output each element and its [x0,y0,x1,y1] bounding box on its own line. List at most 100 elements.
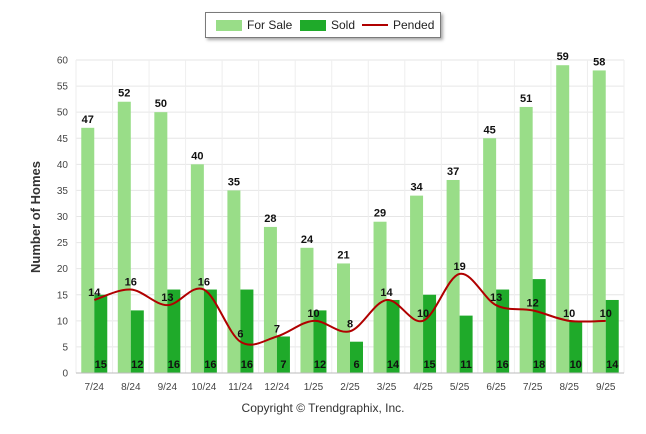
sold-swatch [300,19,326,31]
legend-label-for-sale: For Sale [247,18,293,32]
pended-value-label: 10 [417,308,429,320]
for-sale-bar [592,70,606,373]
sold-bar [167,289,181,373]
legend-label-pended: Pended [393,18,435,32]
x-tick-label: 2/25 [340,382,360,393]
sold-bar [532,279,546,373]
legend-item-sold[interactable]: Sold [300,13,355,37]
for-sale-value-label: 51 [520,93,532,105]
y-tick-label: 5 [62,342,68,353]
sold-value-label: 18 [533,359,545,371]
sold-bar [313,310,327,373]
y-tick-label: 45 [57,134,69,145]
sold-bar [94,294,108,373]
sold-value-label: 15 [423,359,435,371]
sold-value-label: 10 [570,359,582,371]
copyright-footer: Copyright © Trendgraphix, Inc. [241,401,405,415]
for-sale-bar [190,164,204,373]
y-tick-label: 25 [57,238,69,249]
x-tick-label: 8/25 [559,382,579,393]
y-tick-label: 20 [57,264,69,275]
pended-value-label: 6 [237,329,243,341]
pended-value-label: 10 [563,308,575,320]
pended-line-swatch [362,24,388,26]
x-tick-label: 3/25 [377,382,397,393]
sold-bar [496,289,510,373]
pended-value-label: 12 [527,297,539,309]
sold-bar [423,294,437,373]
y-tick-label: 30 [57,212,69,223]
y-tick-label: 50 [57,108,69,119]
sold-bar [459,315,473,373]
sold-value-label: 16 [497,359,509,371]
pended-value-label: 13 [161,292,173,304]
bars [81,65,619,374]
x-tick-label: 9/25 [596,382,616,393]
for-sale-bar [300,247,314,373]
sold-bar [240,289,254,373]
for-sale-value-label: 28 [264,213,276,225]
for-sale-value-label: 52 [118,88,130,100]
for-sale-value-label: 40 [191,150,203,162]
pended-value-label: 10 [307,308,319,320]
data-labels: 47 15 14 52 12 16 50 16 13 40 16 16 35 16 6 28 7 7 24 12 10 2… [82,51,620,371]
for-sale-value-label: 50 [155,98,167,110]
for-sale-bar [519,106,533,373]
pended-value-label: 16 [125,277,137,289]
sold-value-label: 12 [131,359,143,371]
y-tick-label: 55 [57,82,69,93]
for-sale-bar [81,127,95,373]
legend-label-sold: Sold [331,18,356,32]
sold-value-label: 7 [280,359,286,371]
for-sale-value-label: 37 [447,166,459,178]
for-sale-bar [446,179,460,373]
pended-value-label: 7 [274,323,280,335]
for-sale-value-label: 45 [484,124,496,136]
sold-bar [203,289,217,373]
y-axis-title: Number of Homes [28,161,43,273]
for-sale-bar [227,190,241,373]
x-tick-label: 11/24 [228,382,253,393]
legend: For Sale Sold Pended [205,12,441,38]
y-tick-label: 40 [57,160,69,171]
sold-value-label: 11 [460,359,472,371]
x-tick-label: 7/25 [523,382,543,393]
for-sale-value-label: 59 [557,51,569,63]
legend-item-pended[interactable]: Pended [362,13,434,37]
pended-value-label: 16 [198,277,210,289]
x-tick-label: 12/24 [264,382,289,393]
legend-item-for-sale[interactable]: For Sale [216,13,292,37]
sold-value-label: 15 [95,359,107,371]
x-tick-label: 6/25 [486,382,506,393]
sold-value-label: 14 [606,359,619,371]
sold-value-label: 16 [168,359,180,371]
x-tick-label: 9/24 [158,382,178,393]
for-sale-value-label: 29 [374,208,386,220]
sold-value-label: 16 [241,359,253,371]
for-sale-bar [117,101,131,373]
sold-bar [605,299,619,373]
for-sale-bar [263,226,277,373]
for-sale-value-label: 58 [593,56,605,68]
for-sale-bar [373,221,387,373]
axes: 0 5 10 15 20 25 30 35 40 45 50 55 60 7/24 8/24 9/24 10/2… [57,56,624,393]
sold-bar [569,320,583,373]
pended-value-label: 13 [490,292,502,304]
x-tick-label: 10/24 [191,382,216,393]
y-tick-label: 60 [57,56,69,67]
pended-value-label: 19 [453,261,465,273]
x-tick-label: 4/25 [413,382,433,393]
sold-bar [276,336,290,373]
pended-value-label: 14 [88,287,101,299]
pended-series-line [93,272,606,346]
for-sale-value-label: 21 [337,249,349,261]
x-tick-label: 8/24 [121,382,141,393]
for-sale-bar [483,138,497,373]
for-sale-swatch [216,19,242,31]
x-tick-label: 5/25 [450,382,470,393]
sold-bar [350,341,363,373]
for-sale-value-label: 47 [82,114,94,126]
sold-bar [130,310,144,373]
sold-value-label: 6 [353,359,359,371]
